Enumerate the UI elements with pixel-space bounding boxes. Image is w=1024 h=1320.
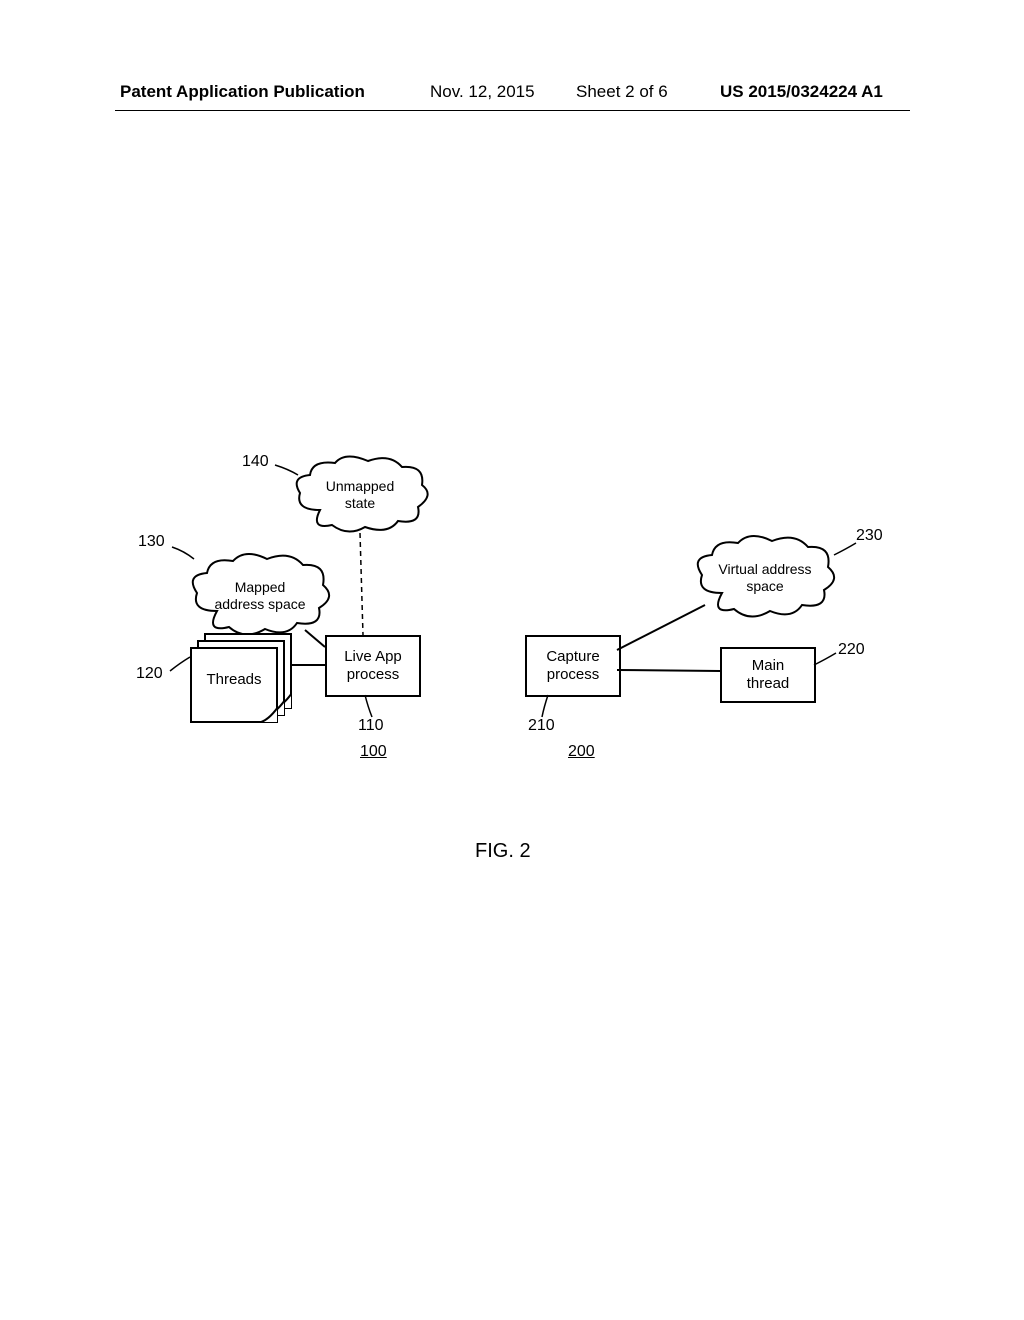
ref-120: 120: [136, 665, 163, 683]
fig-number-200: 200: [568, 743, 595, 761]
header-pubno: US 2015/0324224 A1: [720, 82, 883, 102]
header-rule: [115, 110, 910, 111]
figure-diagram: Unmapped state Mapped address space Virt…: [150, 455, 900, 835]
ref-220: 220: [838, 641, 865, 659]
connectors: [150, 455, 900, 835]
ref-210: 210: [528, 717, 555, 735]
ref-130: 130: [138, 533, 165, 551]
header-date: Nov. 12, 2015: [430, 82, 535, 102]
header-sheet: Sheet 2 of 6: [576, 82, 668, 102]
fig-number-100: 100: [360, 743, 387, 761]
header-publication: Patent Application Publication: [120, 82, 365, 102]
figure-caption: FIG. 2: [475, 840, 531, 863]
ref-110: 110: [358, 717, 384, 735]
page-header: Patent Application Publication Nov. 12, …: [0, 82, 1024, 112]
ref-230: 230: [856, 527, 883, 545]
ref-140: 140: [242, 453, 269, 471]
